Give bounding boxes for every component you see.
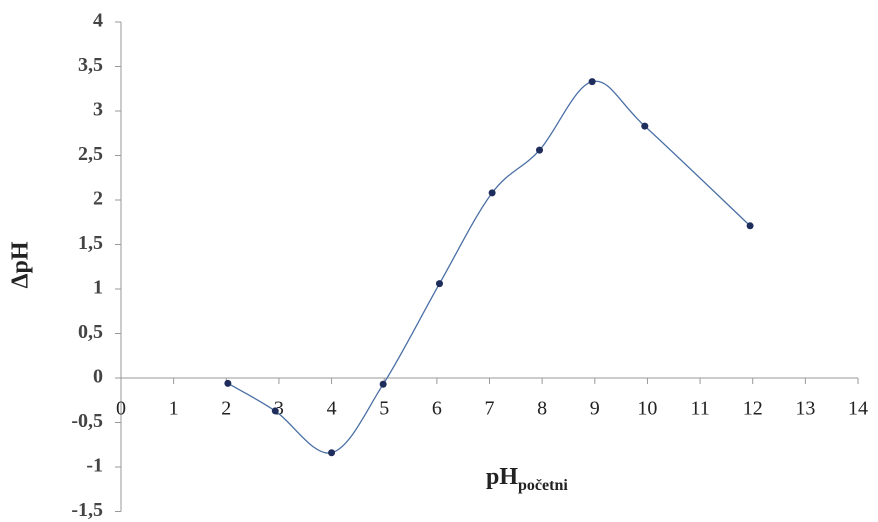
point — [224, 379, 232, 387]
x-axis-title: pHpočetni — [486, 464, 568, 494]
x-tick-label: 14 — [848, 398, 868, 420]
point — [435, 280, 443, 288]
x-tick-label: 3 — [274, 398, 284, 420]
y-tick-label: 1 — [93, 277, 103, 299]
x-tick-label: 11 — [690, 398, 709, 420]
point — [588, 78, 596, 86]
point — [328, 449, 336, 457]
y-tick-label: 0,5 — [78, 321, 103, 343]
y-tick-label: 3,5 — [78, 54, 103, 76]
x-tick-label: 8 — [537, 398, 547, 420]
x-tick-label: 12 — [743, 398, 763, 420]
y-tick-label: 0 — [93, 366, 103, 388]
point — [271, 407, 279, 415]
x-tick-label: 0 — [116, 398, 126, 420]
x-tick-label: 4 — [327, 398, 337, 420]
x-tick-label: 1 — [169, 398, 179, 420]
x-tick-label: 13 — [795, 398, 815, 420]
point — [536, 146, 544, 154]
y-tick-label: -1,5 — [71, 499, 103, 521]
y-tick-label: 1,5 — [78, 232, 103, 254]
y-tick-label: 3 — [93, 99, 103, 121]
point — [488, 189, 496, 197]
x-axis-title-main: pH — [486, 464, 518, 490]
y-tick-label: -1 — [86, 455, 103, 477]
point — [641, 122, 649, 130]
x-tick-label: 9 — [590, 398, 600, 420]
y-tick-label: 2,5 — [78, 143, 103, 165]
line — [227, 80, 751, 454]
y-tick-label: -0,5 — [71, 410, 103, 432]
y-tick-label: 4 — [93, 10, 103, 32]
x-tick-label: 2 — [221, 398, 231, 420]
point — [379, 380, 387, 388]
x-tick-label: 6 — [432, 398, 442, 420]
x-axis-title-sub: početni — [518, 477, 568, 494]
x-tick-label: 7 — [485, 398, 495, 420]
point — [746, 222, 754, 230]
y-tick-label: 2 — [93, 188, 103, 210]
x-tick-label: 10 — [637, 398, 657, 420]
y-axis-title: ΔpH — [8, 241, 34, 288]
x-tick-label: 5 — [379, 398, 389, 420]
